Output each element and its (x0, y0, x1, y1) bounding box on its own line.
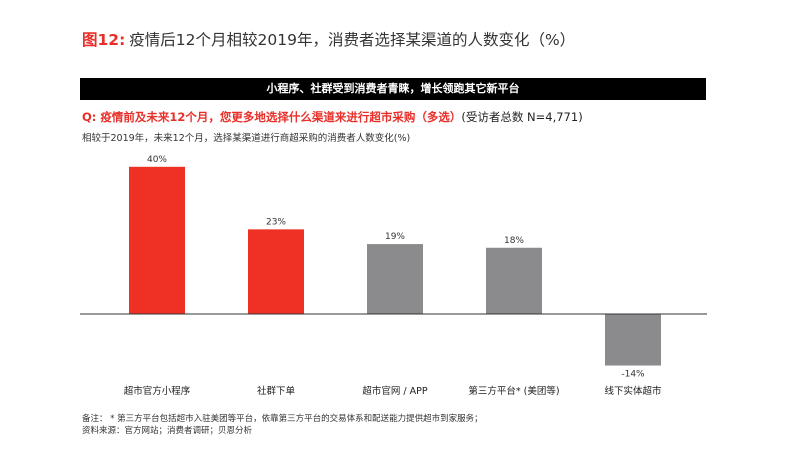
footnote-note: 备注： * 第三方平台包括超市入驻美团等平台，依靠第三方平台的交易体系和配送能力… (82, 414, 483, 424)
data-label-2: 23% (266, 217, 286, 227)
data-label-1: 40% (147, 155, 167, 165)
category-label-4: 第三方平台* (美团等) (468, 385, 559, 397)
chart-subtitle: 相较于2019年，未来12个月，选择某渠道进行商超采购的消费者人数变化(%) (82, 133, 411, 144)
bar-4 (486, 247, 542, 314)
bar-5 (605, 314, 661, 366)
sample-size: (受访者总数 N=4,771) (461, 110, 583, 124)
footnote-source: 资料来源：官方网站；消费者调研；贝恩分析 (82, 426, 253, 436)
figure-label: 图12: (82, 31, 126, 49)
figure-title: 图12: 疫情后12个月相较2019年，消费者选择某渠道的人数变化（%） (82, 28, 575, 50)
figure-title-text: 疫情后12个月相较2019年，消费者选择某渠道的人数变化（%） (129, 31, 576, 49)
bar-3 (367, 244, 423, 314)
data-label-3: 19% (385, 232, 405, 242)
data-label-5: -14% (621, 370, 645, 380)
survey-question: Q: 疫情前及未来12个月，您更多地选择什么渠道来进行超市采购（多选）(受访者总… (82, 109, 583, 125)
bar-2 (248, 229, 304, 314)
category-label-2: 社群下单 (257, 385, 296, 397)
category-label-1: 超市官方小程序 (124, 385, 191, 397)
bar-1 (129, 166, 185, 314)
question-text: Q: 疫情前及未来12个月，您更多地选择什么渠道来进行超市采购（多选） (82, 110, 462, 124)
data-label-4: 18% (504, 236, 524, 246)
category-label-3: 超市官网 / APP (362, 385, 427, 397)
category-label-5: 线下实体超市 (604, 385, 662, 397)
key-finding-banner: 小程序、社群受到消费者青睐，增长领跑其它新平台 (80, 78, 706, 100)
